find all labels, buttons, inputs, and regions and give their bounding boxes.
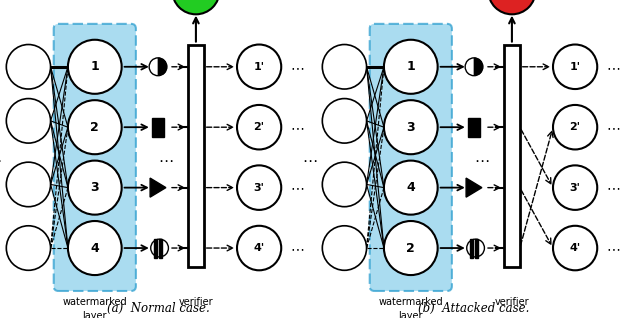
Text: $\cdots$: $\cdots$ (606, 241, 620, 255)
Text: $\cdots$: $\cdots$ (606, 181, 620, 195)
Circle shape (237, 45, 281, 89)
Circle shape (322, 45, 367, 89)
Circle shape (6, 99, 51, 143)
Text: 2': 2' (253, 122, 265, 132)
Circle shape (384, 40, 437, 94)
Text: 4: 4 (90, 242, 99, 254)
Circle shape (68, 161, 121, 215)
Text: 3: 3 (406, 121, 415, 134)
Text: 1': 1' (253, 62, 265, 72)
Circle shape (237, 165, 281, 210)
Bar (468, 118, 480, 137)
Text: $\cdots$: $\cdots$ (474, 151, 490, 167)
Circle shape (68, 100, 121, 154)
Text: 3': 3' (569, 183, 581, 193)
Text: $\cdots$: $\cdots$ (290, 120, 304, 134)
Circle shape (322, 226, 367, 270)
FancyBboxPatch shape (54, 24, 136, 291)
Text: watermarked
layer: watermarked layer (379, 297, 443, 318)
Circle shape (553, 45, 597, 89)
Text: $\cdots$: $\cdots$ (158, 151, 174, 167)
Bar (188, 45, 204, 267)
Circle shape (68, 221, 121, 275)
Text: 3: 3 (90, 181, 99, 194)
Text: $\cdots$: $\cdots$ (290, 181, 304, 195)
Circle shape (237, 226, 281, 270)
Text: 3': 3' (253, 183, 265, 193)
Text: $\cdots$: $\cdots$ (290, 60, 304, 74)
Circle shape (553, 165, 597, 210)
Text: $\cdots$: $\cdots$ (0, 151, 1, 167)
Circle shape (68, 40, 121, 94)
Polygon shape (150, 178, 166, 197)
Circle shape (488, 0, 536, 14)
Circle shape (384, 100, 437, 154)
Wedge shape (158, 58, 167, 76)
Text: 4': 4' (253, 243, 265, 253)
Text: 4: 4 (406, 181, 415, 194)
Circle shape (172, 0, 220, 14)
Bar (475, 238, 478, 258)
Bar (504, 45, 520, 267)
Text: 2: 2 (90, 121, 99, 134)
Text: $\cdots$: $\cdots$ (290, 241, 304, 255)
Circle shape (322, 162, 367, 207)
Circle shape (384, 221, 437, 275)
Text: 1: 1 (406, 60, 415, 73)
FancyBboxPatch shape (370, 24, 452, 291)
Text: (a)  Normal case.: (a) Normal case. (107, 302, 209, 315)
Circle shape (384, 161, 437, 215)
Circle shape (553, 226, 597, 270)
Text: watermarked
layer: watermarked layer (63, 297, 127, 318)
Text: 4': 4' (569, 243, 581, 253)
Text: 2: 2 (406, 242, 415, 254)
Text: $\cdots$: $\cdots$ (606, 120, 620, 134)
Text: 2': 2' (569, 122, 581, 132)
Wedge shape (474, 58, 483, 76)
Circle shape (322, 99, 367, 143)
Circle shape (6, 162, 51, 207)
Bar (152, 118, 164, 137)
Circle shape (6, 45, 51, 89)
Bar (159, 238, 162, 258)
Text: $\cdots$: $\cdots$ (302, 151, 317, 167)
Polygon shape (466, 178, 482, 197)
Text: (b)  Attacked case.: (b) Attacked case. (418, 302, 530, 315)
Text: 1: 1 (90, 60, 99, 73)
Circle shape (237, 105, 281, 149)
Text: 1': 1' (569, 62, 581, 72)
Text: verifier: verifier (179, 297, 213, 307)
Text: verifier: verifier (495, 297, 529, 307)
Circle shape (6, 226, 51, 270)
Text: $\cdots$: $\cdots$ (606, 60, 620, 74)
Bar (154, 238, 157, 258)
Circle shape (553, 105, 597, 149)
Bar (470, 238, 473, 258)
